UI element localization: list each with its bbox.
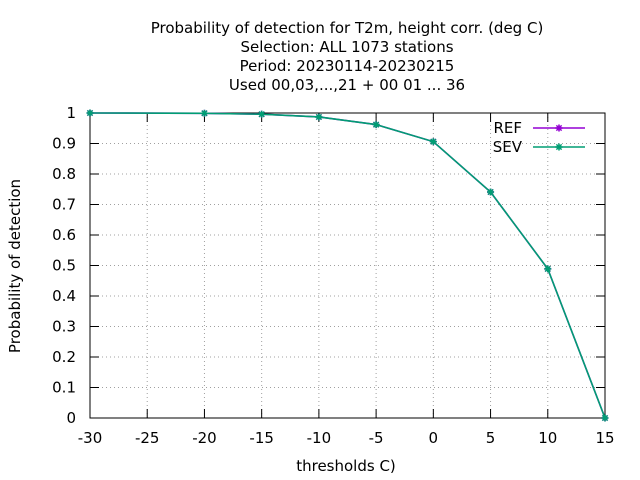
data-point-sev [429,138,437,146]
x-tick-label: 0 [429,429,439,447]
data-point-sev [315,113,323,121]
data-series [86,109,609,422]
data-point-sev [544,265,552,273]
x-tick-label: -10 [307,429,332,447]
y-tick-label: 0.6 [52,226,76,244]
x-tick-label: -20 [192,429,217,447]
y-tick-label: 0.7 [52,196,76,214]
grid [90,113,605,418]
y-tick-label: 0.2 [52,348,76,366]
data-point-sev [86,109,94,117]
title-line-4: Used 00,03,...,21 + 00 01 ... 36 [229,76,465,94]
x-tick-label: -15 [249,429,274,447]
series-line-ref [89,112,606,419]
y-tick-label: 0.1 [52,379,76,397]
x-tick-label: -30 [78,429,103,447]
series-line-sev [89,112,606,419]
plot-frame [89,112,606,419]
y-tick-label: 0.8 [52,165,76,183]
data-point-sev [258,110,266,118]
y-axis-label: Probability of detection [6,179,24,353]
y-tick-label: 1 [66,104,76,122]
x-axis-ticks: -30 -25 -20 -15 -10 -5 0 5 10 15 [78,113,615,447]
legend-marker-sev [555,143,563,151]
legend-marker-ref [555,124,563,132]
x-tick-label: -5 [369,429,384,447]
x-axis-label: thresholds C) [296,457,396,475]
y-tick-label: 0.9 [52,135,76,153]
data-point-sev [601,414,609,422]
legend-label-ref: REF [493,119,522,137]
legend-label-sev: SEV [493,138,523,156]
data-point-sev [487,188,495,196]
title-line-3: Period: 20230114-20230215 [240,57,455,75]
y-tick-label: 0.4 [52,287,76,305]
chart-title: Probability of detection for T2m, height… [151,19,544,94]
title-line-1: Probability of detection for T2m, height… [151,19,544,37]
y-tick-label: 0.5 [52,257,76,275]
data-point-sev [200,109,208,117]
data-point-sev [372,121,380,129]
y-tick-label: 0.3 [52,318,76,336]
y-tick-label: 0 [66,409,76,427]
title-line-2: Selection: ALL 1073 stations [240,38,453,56]
x-tick-label: -25 [135,429,160,447]
x-tick-label: 15 [595,429,614,447]
x-tick-label: 10 [538,429,557,447]
x-tick-label: 5 [486,429,496,447]
